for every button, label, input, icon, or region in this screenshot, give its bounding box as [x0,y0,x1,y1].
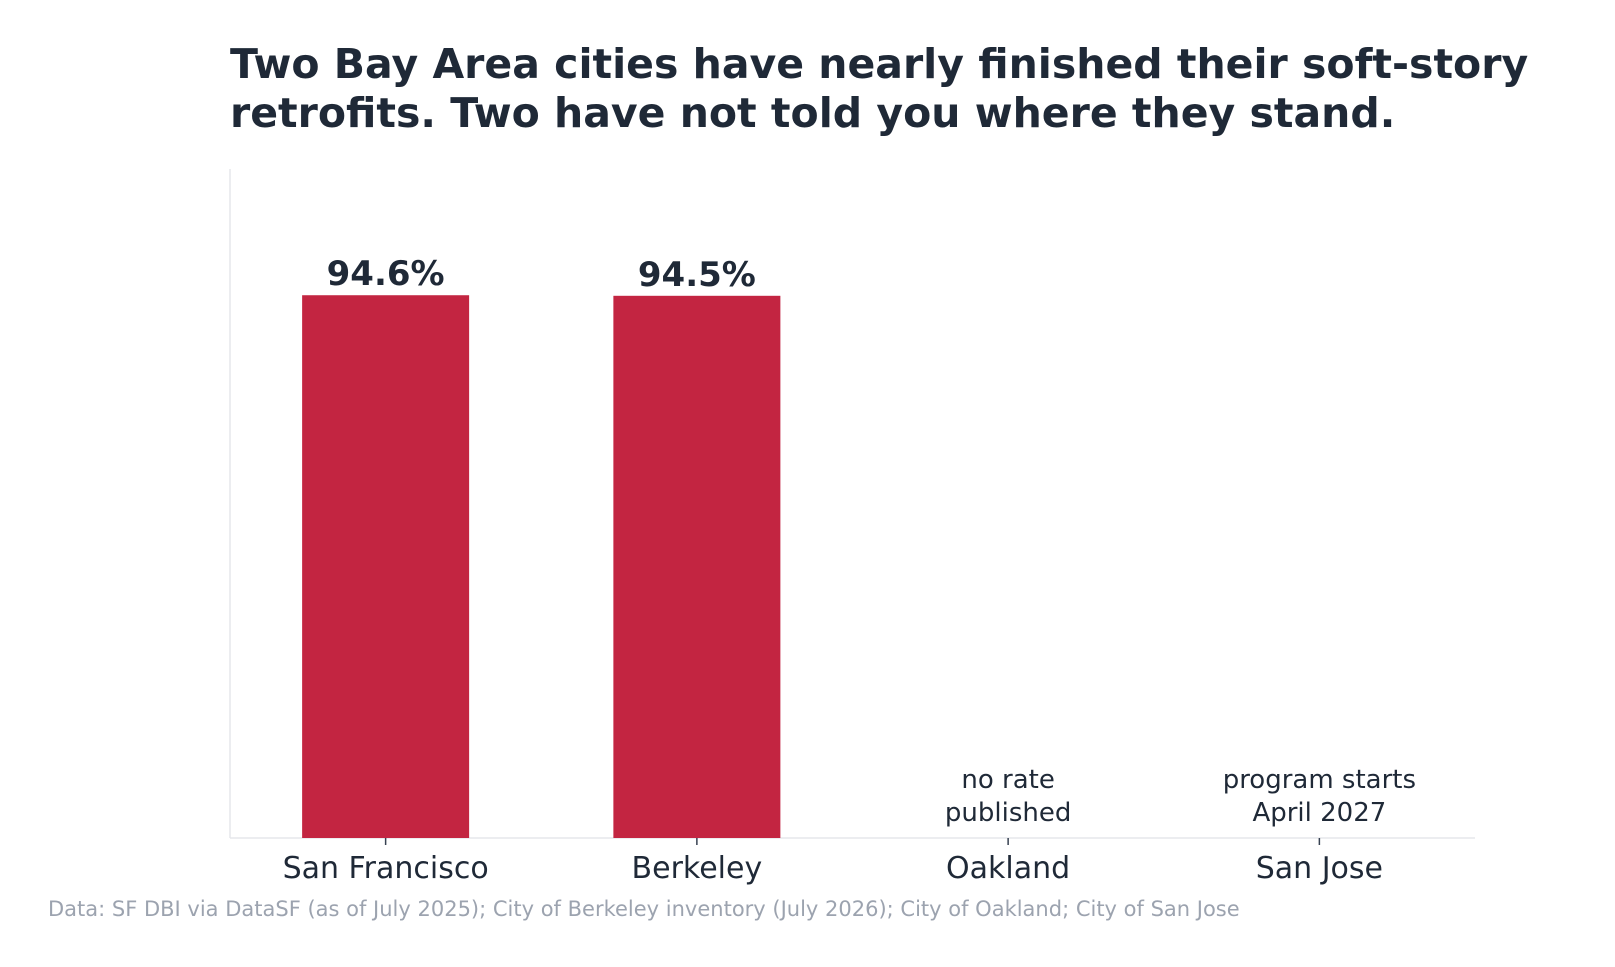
note-san-jose-line-1: program starts [1223,765,1416,795]
x-tick-label-oakland: Oakland [946,851,1070,886]
bar-san-francisco [302,295,470,838]
x-tick-label-san-jose: San Jose [1256,851,1383,886]
note-oakland-line-1: no rate [961,765,1054,795]
note-oakland-line-2: published [945,798,1071,828]
chart-title-line-2: retrofits. Two have not told you where t… [230,89,1396,137]
x-tick-label-san-francisco: San Francisco [283,851,489,886]
chart-title: Two Bay Area cities have nearly finished… [230,40,1600,138]
x-tick-label-berkeley: Berkeley [632,851,763,886]
note-san-jose-line-2: April 2027 [1252,798,1386,828]
value-label-san-francisco: 94.6% [327,254,445,294]
source-note: Data: SF DBI via DataSF (as of July 2025… [48,897,1240,921]
bar-berkeley [613,295,781,838]
chart-title-line-1: Two Bay Area cities have nearly finished… [230,40,1529,88]
value-label-berkeley: 94.5% [638,255,756,295]
